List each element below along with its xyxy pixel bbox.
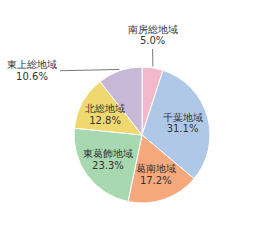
data-label: 北総地域12.8% [85,103,125,126]
pie-slice [74,128,142,201]
label-name: 南房総地域 [128,24,178,35]
label-name: 東上総地域 [7,59,57,70]
labels: 南房総地域5.0%千葉地域31.1%葛南地域17.2%東葛飾地域23.3%北総地… [7,24,203,186]
label-value: 12.8% [89,115,121,126]
data-label: 東葛飾地域23.3% [83,148,133,171]
data-label: 葛南地域17.2% [136,163,176,186]
leader-line [152,49,153,66]
label-name: 葛南地域 [136,163,176,174]
label-value: 5.0% [140,35,165,46]
data-label: 千葉地域31.1% [163,112,203,135]
label-value: 10.6% [16,71,48,82]
slices [74,67,210,203]
leader-line [60,69,119,70]
label-value: 23.3% [92,160,124,171]
label-value: 31.1% [167,123,199,134]
label-name: 北総地域 [85,103,125,114]
chart: 南房総地域5.0%千葉地域31.1%葛南地域17.2%東葛飾地域23.3%北総地… [0,0,272,231]
data-label: 南房総地域5.0% [128,24,178,47]
label-name: 千葉地域 [163,112,203,123]
label-value: 17.2% [140,175,172,186]
label-name: 東葛飾地域 [83,148,133,159]
data-label: 東上総地域10.6% [7,59,57,82]
